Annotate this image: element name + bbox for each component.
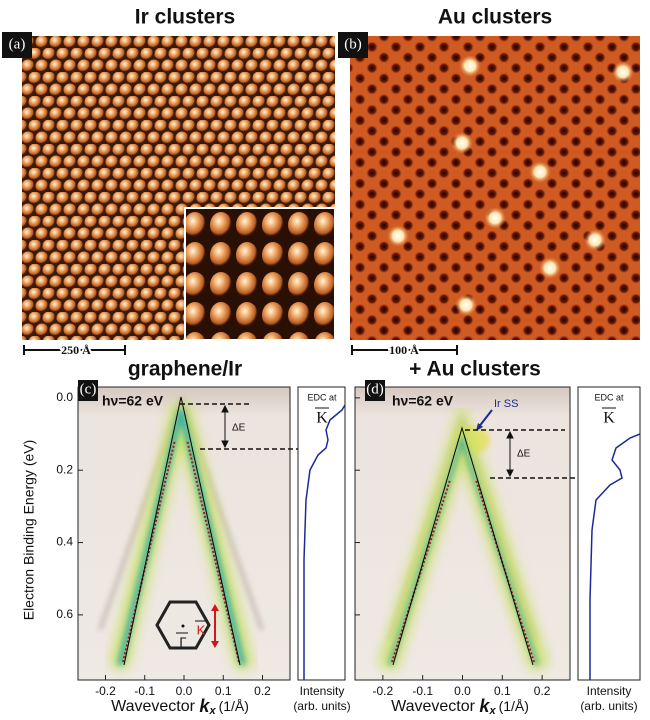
figure: Ir clusters (a) 250 Å Au clusters (b) 10… — [0, 0, 650, 720]
edc-box — [578, 387, 640, 680]
stm-image — [350, 36, 640, 340]
photon-energy: hν=62 eV — [102, 393, 164, 409]
intensity-unit: (arb. units) — [580, 699, 637, 713]
y-tick-label: 0.0 — [56, 390, 73, 404]
surface-state-label: Ir SS — [494, 398, 518, 410]
intensity-label: Intensity — [587, 684, 632, 698]
panel-label: (d) — [366, 381, 384, 397]
panel-title: Ir clusters — [135, 6, 235, 29]
panel-label: (b) — [344, 36, 362, 52]
panel-label: (c) — [80, 381, 97, 397]
x-label-subscript: x — [208, 705, 216, 717]
panel-title: + Au clusters — [409, 358, 541, 381]
x-tick-label: -0.1 — [412, 684, 433, 698]
x-tick-label: -0.2 — [373, 684, 394, 698]
y-axis-label: Electron Binding Energy (eV) — [21, 440, 37, 621]
gap-label: ΔE — [232, 423, 246, 434]
y-tick-label: 0.6 — [56, 607, 73, 621]
y-tick-label: 0.4 — [56, 535, 73, 549]
intensity-unit: (arb. units) — [293, 699, 350, 713]
inset-image — [185, 208, 335, 340]
arpes-image — [355, 387, 570, 680]
x-label-text: Wavevector — [111, 698, 196, 715]
x-tick-label: 0.2 — [534, 684, 551, 698]
k-point: K — [316, 410, 328, 427]
panel-title: graphene/Ir — [128, 358, 242, 381]
panel-label: (a) — [9, 36, 26, 52]
photon-energy: hν=62 eV — [392, 393, 454, 409]
x-axis-label: Wavevector kx(1/Å) — [391, 696, 529, 717]
edc-label: EDC at — [594, 392, 624, 402]
edc-label: EDC at — [307, 392, 337, 402]
k-label: K — [197, 622, 206, 637]
x-tick-label: 0.1 — [215, 684, 232, 698]
scale-bar-label: 100 Å — [389, 343, 419, 357]
panel-title: Au clusters — [438, 6, 552, 29]
x-tick-label: -0.2 — [95, 684, 116, 698]
k-point: K — [603, 410, 615, 427]
x-axis-label: Wavevector kx(1/Å) — [111, 696, 249, 717]
x-tick-label: 0.0 — [454, 684, 471, 698]
scale-bar-label: 250 Å — [61, 343, 91, 357]
gamma-label: Γ — [179, 634, 186, 649]
y-tick-label: 0.2 — [56, 462, 73, 476]
gap-label: ΔE — [517, 449, 531, 460]
intensity-label: Intensity — [300, 684, 345, 698]
x-tick-label: 0.0 — [176, 684, 193, 698]
x-label-unit: (1/Å) — [499, 698, 529, 714]
x-tick-label: 0.1 — [494, 684, 511, 698]
x-tick-label: -0.1 — [134, 684, 155, 698]
x-label-subscript: x — [488, 705, 496, 717]
x-label-text: Wavevector — [391, 698, 476, 715]
x-label-unit: (1/Å) — [219, 698, 249, 714]
x-tick-label: 0.2 — [254, 684, 271, 698]
